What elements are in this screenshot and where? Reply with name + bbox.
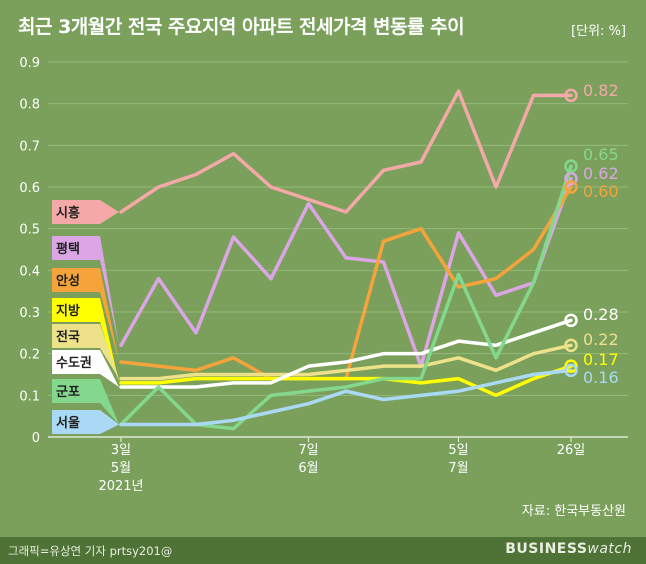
chart-title: 최근 3개월간 전국 주요지역 아파트 전세가격 변동률 추이	[18, 16, 465, 38]
end-value-label: 0.22	[583, 330, 619, 349]
y-tick-label: 0.1	[19, 389, 40, 404]
y-tick-label: 0.2	[19, 348, 40, 363]
source-label: 자료: 한국부동산원	[521, 504, 626, 519]
legend-label: 서울	[56, 415, 80, 431]
x-tick-label: 5월	[111, 461, 131, 476]
graphic-credit: 그래픽=유상연 기자 prtsy201@	[8, 544, 173, 558]
y-tick-label: 0.4	[19, 264, 40, 279]
end-marker-전국	[564, 338, 578, 353]
end-marker-안성	[564, 180, 578, 194]
y-tick-label: 0.3	[19, 306, 40, 321]
legend-label: 안성	[56, 273, 80, 289]
end-value-label: 0.65	[583, 145, 619, 164]
brand-logo: BUSINESSwatch	[505, 541, 632, 557]
legend-tag-평택	[52, 236, 119, 346]
end-value-label: 0.60	[583, 182, 619, 201]
end-marker-군포	[564, 159, 578, 173]
legend-tag-시흥	[52, 200, 119, 224]
legend-label: 수도권	[56, 356, 92, 371]
x-tick-label: 3일	[111, 443, 131, 458]
end-value-label: 0.28	[583, 305, 619, 324]
brand-main: BUSINESS	[505, 541, 588, 557]
series-line-전국	[119, 343, 573, 381]
y-tick-label: 0.6	[19, 181, 40, 196]
series-line-지방	[119, 364, 573, 398]
x-tick-label: 7일	[298, 443, 318, 458]
series-line-평택	[119, 176, 573, 368]
x-tick-label: 2021년	[98, 479, 143, 494]
series-line-군포	[119, 164, 573, 431]
series-line-서울	[119, 368, 573, 427]
legend-label: 군포	[56, 385, 80, 400]
y-tick-label: 0.7	[19, 139, 40, 154]
y-tick-label: 0.9	[19, 56, 40, 71]
end-value-label: 0.17	[583, 350, 619, 369]
legend-tag-지방	[52, 298, 119, 383]
legend-tag-안성	[52, 268, 119, 362]
legend-label: 지방	[56, 303, 80, 319]
series-line-안성	[119, 185, 573, 381]
series-line-수도권	[119, 318, 573, 389]
legend-tag-군포	[52, 379, 119, 425]
end-marker-지방	[564, 359, 578, 373]
legend-tag-서울	[52, 410, 119, 434]
end-marker-수도권	[564, 313, 578, 328]
footer-bar: 그래픽=유상연 기자 prtsy201@ BUSINESSwatch	[0, 537, 646, 564]
end-marker-시흥	[564, 88, 578, 103]
end-marker-평택	[564, 171, 578, 186]
end-marker-서울	[564, 363, 578, 378]
end-value-label: 0.62	[583, 164, 619, 183]
series-line-시흥	[119, 89, 573, 214]
legend-tag-전국	[52, 324, 119, 379]
unit-label: [단위: %]	[571, 24, 626, 39]
x-tick-label: 6월	[298, 461, 318, 476]
x-tick-label: 7월	[448, 461, 468, 476]
line-chart: 0 0.1 0.2 0.3 0.4 0.5 0.6 0.7 0.8 0.9 3일 5월 2021년 7일 6…	[19, 56, 628, 494]
y-tick-label: 0.8	[19, 98, 40, 113]
legend-tag-수도권	[52, 350, 119, 387]
legend-label: 평택	[56, 241, 80, 257]
x-tick-label: 5일	[448, 443, 468, 458]
y-tick-label: 0.5	[19, 223, 40, 238]
legend-label: 시흥	[56, 205, 80, 221]
end-value-label: 0.82	[583, 81, 619, 100]
y-tick-label: 0	[32, 431, 40, 446]
legend-label: 전국	[56, 329, 80, 345]
end-value-label: 0.16	[583, 368, 619, 387]
x-tick-label: 26일	[557, 443, 586, 458]
brand-sub: watch	[587, 541, 632, 557]
